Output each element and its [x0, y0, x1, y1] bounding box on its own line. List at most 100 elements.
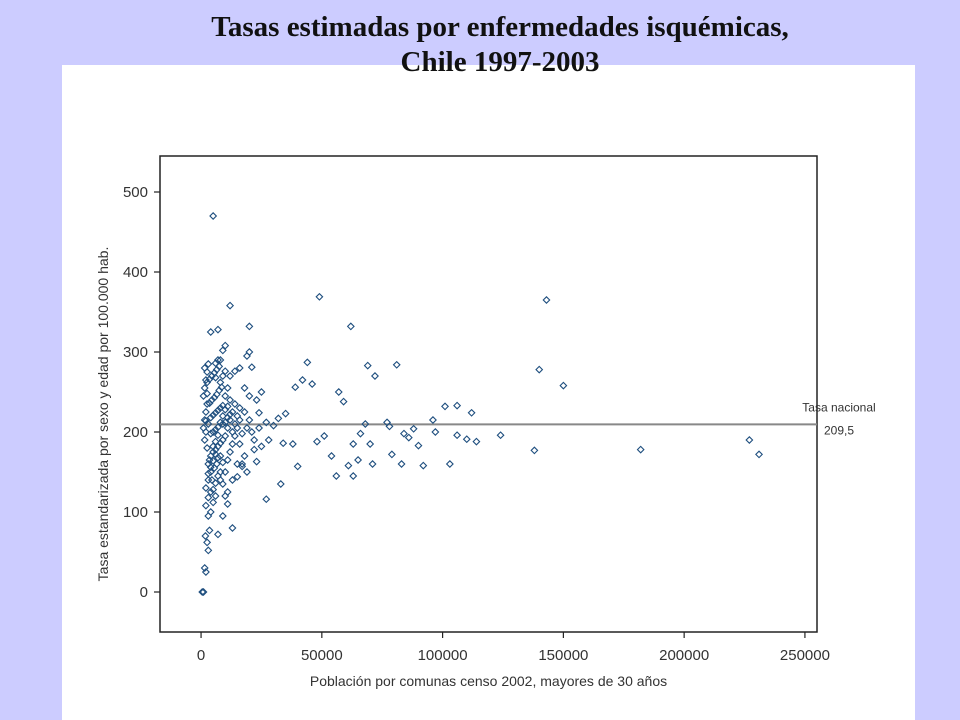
data-point [203, 378, 212, 387]
data-point [226, 372, 235, 380]
x-axis-label: Población por comunas censo 2002, mayore… [310, 673, 667, 689]
data-point [221, 418, 230, 427]
data-point [235, 416, 244, 424]
data-point [223, 500, 232, 508]
chart-title: Tasas estimadas por enfermedades isquémi… [0, 10, 960, 81]
data-point [221, 468, 230, 476]
data-point [245, 348, 254, 356]
data-point [223, 413, 232, 422]
data-point [276, 480, 285, 488]
data-point [209, 456, 218, 465]
data-point [230, 420, 239, 428]
data-point [445, 460, 454, 468]
data-point [291, 383, 300, 392]
data-point [242, 468, 251, 476]
data-point [218, 458, 227, 467]
data-point [332, 472, 341, 480]
data-point [313, 437, 321, 446]
data-point [211, 425, 220, 434]
data-point [204, 460, 213, 468]
data-point [226, 416, 235, 424]
data-point [209, 485, 218, 494]
data-point [200, 416, 209, 424]
data-point [212, 460, 221, 468]
data-point [201, 501, 210, 510]
data-point [203, 368, 212, 376]
data-point [233, 460, 242, 468]
data-point [205, 399, 214, 408]
data-point [226, 301, 235, 310]
data-point [215, 362, 224, 371]
data-point [201, 408, 210, 416]
data-point [217, 383, 226, 392]
data-point [414, 441, 423, 450]
data-point [298, 376, 307, 384]
data-point [204, 360, 213, 368]
data-point [206, 328, 215, 336]
data-point [213, 356, 222, 364]
data-point [344, 461, 353, 470]
reference-line-value: 209,5 [824, 423, 854, 437]
data-point [308, 380, 317, 388]
data-point [472, 437, 481, 446]
data-point [453, 431, 462, 440]
data-point [230, 400, 239, 408]
data-point [221, 341, 230, 350]
data-point [339, 397, 348, 406]
data-point [428, 416, 437, 424]
data-point [441, 402, 449, 411]
data-point [397, 460, 406, 468]
data-point [209, 442, 218, 451]
data-point [223, 384, 232, 392]
data-point [204, 420, 213, 428]
data-point [334, 388, 343, 396]
data-point [262, 495, 271, 504]
data-point [215, 386, 224, 395]
y-tick-label: 0 [140, 584, 148, 601]
chart-title-line2: Chile 1997-2003 [400, 46, 600, 79]
data-point [250, 445, 259, 454]
data-point [204, 546, 213, 555]
data-point [233, 412, 242, 420]
data-point [216, 404, 225, 412]
data-point [361, 420, 370, 428]
data-point [204, 476, 213, 484]
data-point [255, 408, 264, 417]
data-points [198, 212, 764, 596]
data-point [204, 469, 213, 478]
data-point [354, 456, 363, 464]
data-point [218, 420, 227, 428]
data-point [200, 436, 209, 444]
data-point [235, 440, 244, 448]
data-point [385, 422, 394, 431]
data-point [226, 396, 235, 404]
data-point [213, 325, 222, 334]
data-point [453, 401, 462, 410]
reference-line-label: Tasa nacional [802, 400, 875, 414]
data-point [203, 389, 212, 398]
data-point [274, 414, 283, 423]
data-point [199, 588, 208, 596]
data-point [228, 440, 237, 448]
x-tick-label: 50000 [301, 647, 343, 664]
data-point [370, 372, 379, 380]
data-point [530, 446, 539, 455]
data-point [223, 488, 232, 496]
data-point [211, 445, 220, 454]
data-point [349, 440, 358, 448]
data-point [320, 432, 329, 440]
data-point [213, 472, 222, 480]
data-point [209, 498, 218, 507]
x-tick-label: 100000 [418, 647, 468, 664]
data-point [213, 530, 222, 539]
data-point [240, 452, 249, 460]
data-point [204, 512, 213, 520]
data-point [204, 493, 213, 502]
data-point [207, 372, 216, 380]
data-point [198, 588, 207, 596]
data-point [233, 424, 242, 432]
data-point [245, 322, 254, 331]
y-axis-label: Tasa estandarizada por sexo y edad por 1… [95, 247, 111, 582]
data-point [218, 372, 227, 380]
data-point [210, 393, 219, 402]
